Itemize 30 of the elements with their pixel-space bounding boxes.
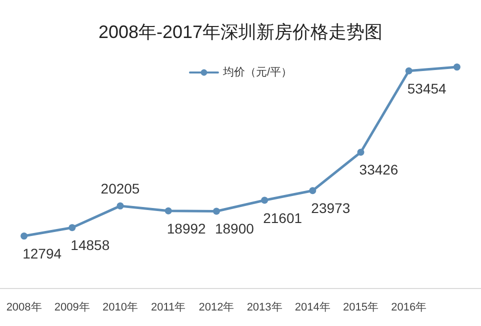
- x-tick-label: 2009年: [54, 302, 90, 314]
- point: [68, 224, 76, 232]
- data-label: 20205: [100, 180, 140, 196]
- point: [453, 64, 460, 71]
- x-tick-label: 2014年: [294, 302, 330, 314]
- x-tick-label: 2015年: [343, 302, 378, 314]
- x-tick-label: 2011年: [151, 302, 186, 314]
- point: [261, 196, 268, 204]
- data-label: 12794: [22, 246, 62, 262]
- legend-label: 均价（元/平）: [222, 66, 292, 78]
- data-label: 14858: [70, 237, 110, 254]
- point: [116, 202, 124, 210]
- x-tick-label: 2016年: [391, 302, 427, 314]
- point: [164, 207, 172, 214]
- x-tick-label: 2013年: [246, 302, 282, 314]
- data-label: 18900: [214, 220, 254, 237]
- data-label: 23973: [311, 200, 350, 216]
- data-label: 53454: [407, 80, 447, 96]
- chart-title: 2008年-2017年深圳新房价格走势图: [98, 22, 383, 42]
- data-label: 33426: [359, 162, 398, 178]
- x-tick-label: 2012年: [198, 302, 234, 314]
- point: [309, 187, 316, 194]
- point: [405, 67, 412, 74]
- point: [357, 148, 364, 156]
- x-tick-label: 2010年: [102, 302, 138, 314]
- point: [20, 232, 28, 240]
- point: [212, 208, 220, 215]
- data-label: 18992: [166, 220, 206, 236]
- data-label: 21601: [263, 210, 302, 226]
- x-tick-label: 2008年: [6, 302, 42, 314]
